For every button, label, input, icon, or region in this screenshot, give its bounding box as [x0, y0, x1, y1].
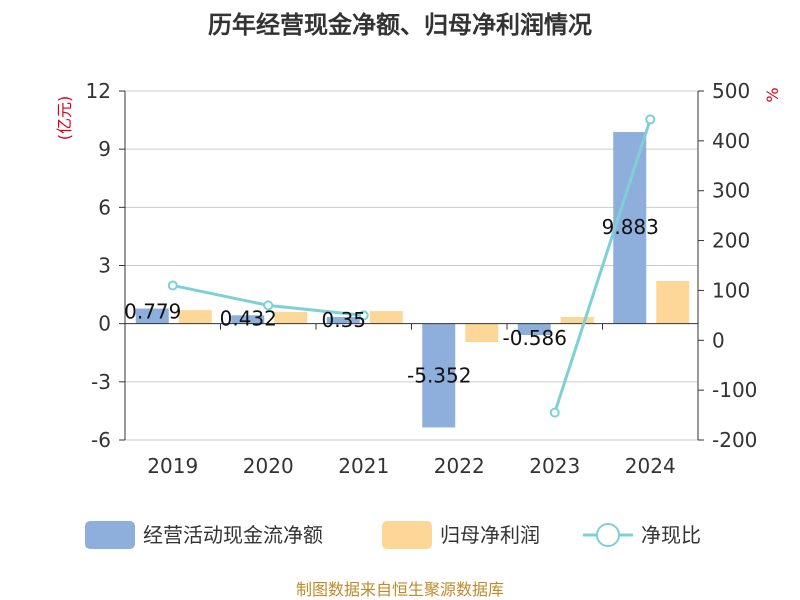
left-tick-label: 12	[86, 79, 111, 103]
cashflow-data-label: 0.432	[220, 306, 277, 330]
cashflow-data-label: 0.779	[124, 300, 181, 324]
right-tick-label: 0	[712, 328, 725, 352]
source-footer: 制图数据来自恒生聚源数据库	[296, 580, 504, 599]
cashflow-data-label: -5.352	[407, 363, 471, 387]
category-label: 2022	[434, 454, 485, 478]
profit-bar	[560, 316, 594, 324]
ratio-point	[167, 280, 178, 291]
profit-bar	[465, 323, 499, 343]
right-tick-label: 400	[712, 129, 750, 153]
right-axis-unit: %	[763, 87, 782, 102]
profit-bar	[369, 311, 403, 324]
left-tick-label: -3	[91, 370, 111, 394]
ratio-line-segment	[553, 118, 652, 414]
legend-label-cashflow: 经营活动现金流净额	[143, 523, 323, 547]
axes	[119, 90, 704, 441]
cashflow-bar	[422, 323, 456, 428]
legend-label-profit: 归母净利润	[440, 523, 540, 547]
cashflow-bar	[326, 316, 360, 324]
ratio-line	[167, 114, 656, 418]
legend[interactable]: 经营活动现金流净额 归母净利润 净现比	[85, 521, 701, 549]
cashflow-bar	[613, 132, 647, 324]
profit-bar	[274, 312, 308, 324]
right-tick-label: -200	[712, 428, 757, 452]
cashflow-bar	[517, 323, 551, 336]
gridlines	[125, 90, 698, 441]
cashflow-bar	[231, 315, 265, 324]
legend-swatch-ratio-marker	[596, 523, 620, 547]
left-tick-label: 0	[98, 312, 111, 336]
tick-labels: 12 9 6 3 0 -3 -6 500 400 300 200 100 0 -100 -200 2019 20…	[86, 79, 758, 478]
left-tick-label: -6	[91, 428, 111, 452]
left-tick-label: 6	[98, 195, 111, 219]
chart-title: 历年经营现金净额、归母净利润情况	[208, 11, 592, 39]
cashflow-data-label: 0.35	[321, 308, 366, 332]
category-label: 2019	[147, 454, 198, 478]
ratio-point	[358, 310, 369, 321]
right-tick-label: 100	[712, 278, 750, 302]
right-tick-label: 500	[712, 79, 750, 103]
profit-bar	[656, 281, 690, 324]
bars	[135, 132, 690, 428]
cashflow-bar	[135, 308, 169, 324]
category-label: 2024	[625, 454, 676, 478]
category-label: 2023	[529, 454, 580, 478]
right-tick-label: 200	[712, 229, 750, 253]
category-label: 2021	[338, 454, 389, 478]
left-tick-label: 3	[98, 254, 111, 278]
right-tick-label: 300	[712, 179, 750, 203]
data-labels: 0.779 0.432 0.35 -5.352 -0.586 9.883	[124, 215, 659, 387]
right-tick-label: -100	[712, 378, 757, 402]
ratio-point	[263, 300, 274, 311]
legend-label-ratio: 净现比	[641, 523, 701, 547]
left-axis-unit: (亿元)	[55, 96, 74, 141]
left-tick-label: 9	[98, 137, 111, 161]
legend-swatch-profit	[382, 521, 432, 549]
ratio-point	[549, 407, 560, 418]
cashflow-data-label: -0.586	[503, 326, 567, 350]
cashflow-data-label: 9.883	[602, 215, 659, 239]
profit-bar	[178, 310, 212, 324]
category-label: 2020	[243, 454, 294, 478]
legend-swatch-cashflow	[85, 521, 135, 549]
ratio-point	[645, 114, 656, 125]
